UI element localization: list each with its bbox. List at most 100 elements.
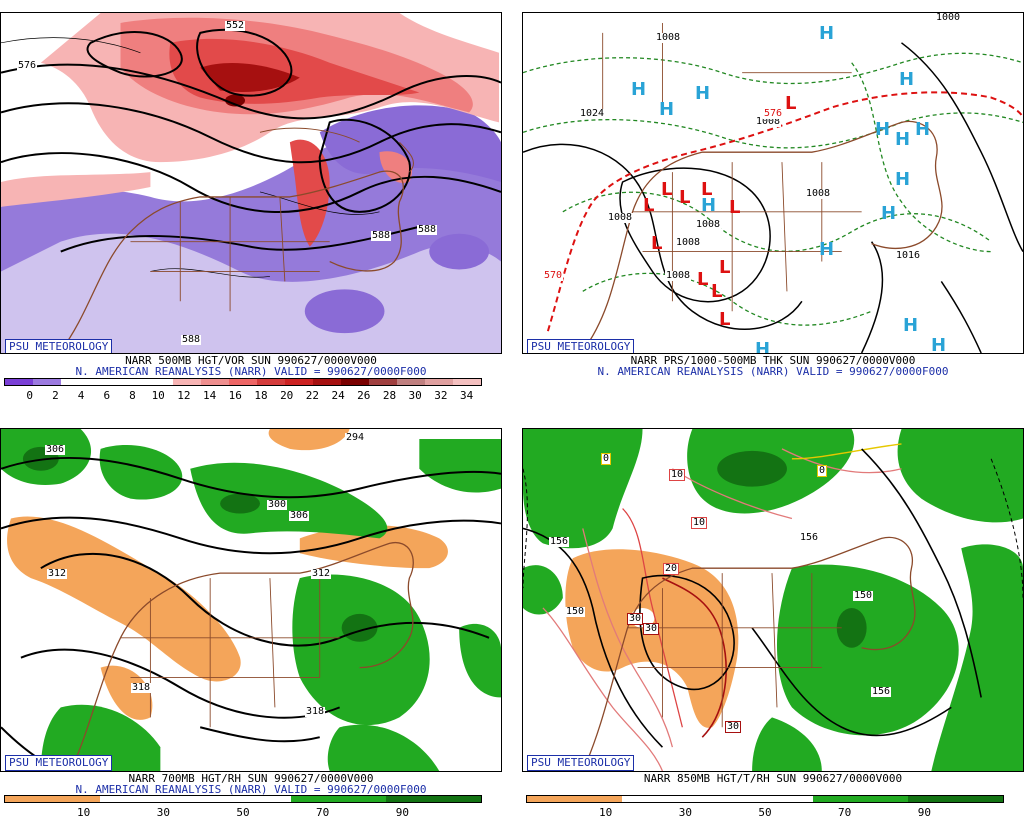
- temp-label-0-a: 0: [601, 453, 612, 465]
- colorbar-tick-label: 34: [459, 389, 474, 402]
- rh-colorbar: [526, 795, 1004, 803]
- map-pressure: 1008 1024 1008 1008 1008 1008 1008 1016 …: [522, 12, 1024, 354]
- high-symbol: H: [701, 195, 717, 216]
- isobar-label-1008-b: 1008: [755, 116, 782, 127]
- colorbar-tick-label: 32: [434, 389, 448, 402]
- high-symbol: H: [931, 335, 947, 354]
- panel-850mb-temp-rh: 156 150 150 156 156 0 0 10 10 20 30 30 3…: [522, 410, 1024, 819]
- low-symbol: L: [679, 187, 691, 208]
- contour-label-552: 552: [225, 20, 246, 31]
- low-symbol: L: [643, 195, 655, 216]
- low-symbol: L: [729, 197, 741, 218]
- temp-label-10-a: 10: [669, 469, 686, 481]
- isobar-label-1024: 1024: [579, 108, 606, 119]
- contour-label-312-b: 312: [311, 568, 332, 579]
- isobar-label-1008-f: 1008: [665, 270, 692, 281]
- low-symbol: L: [651, 233, 663, 254]
- colorbar-tick-label: 26: [357, 389, 371, 402]
- colorbar-tick-label: 30: [156, 806, 170, 819]
- vorticity-colorbar-labels: 0 2 4 6 8 10 12 14 16 18 20 22 24 26 28 30 32 34: [4, 389, 482, 402]
- contour-label-156-b: 156: [871, 686, 892, 697]
- high-symbol: H: [881, 203, 897, 224]
- contour-label-294: 294: [345, 432, 366, 443]
- contour-label-150-b: 150: [853, 590, 874, 601]
- caption-title: NARR PRS/1000-500MB THK SUN 990627/0000V…: [630, 354, 916, 367]
- caption-valid: N. AMERICAN REANALYSIS (NARR) VALID = 99…: [75, 365, 427, 378]
- high-symbol: H: [659, 99, 675, 120]
- pressure-field: [523, 22, 1023, 353]
- contour-label-312-a: 312: [47, 568, 68, 579]
- high-symbol: H: [695, 83, 711, 104]
- rh-colorbar: [4, 795, 482, 803]
- colorbar-tick-label: 0: [26, 389, 33, 402]
- map-850mb: 156 150 150 156 156 0 0 10 10 20 30 30 3…: [522, 428, 1024, 772]
- contour-label-306-b: 306: [289, 510, 310, 521]
- map-500mb: 576 552 588 588 588 PSU METEOROLOGY: [0, 12, 502, 354]
- org-badge: PSU METEOROLOGY: [527, 755, 635, 771]
- colorbar-tick-label: 14: [202, 389, 217, 402]
- colorbar-tick-label: 90: [917, 806, 931, 819]
- temp-label-10-b: 10: [691, 517, 708, 529]
- temp-label-20: 20: [663, 563, 680, 575]
- contour-label-318-b: 318: [305, 706, 326, 717]
- isobar-label-1008-e: 1008: [675, 237, 702, 248]
- rh-colorbar-labels: 10 30 50 70 90: [526, 806, 1004, 819]
- rh-field: [1, 429, 501, 771]
- caption-title: NARR 700MB HGT/RH SUN 990627/0000V000: [128, 772, 374, 785]
- isobar-label-1008-a: 1008: [655, 32, 682, 43]
- high-symbol: H: [631, 79, 647, 100]
- colorbar-tick-label: 16: [228, 389, 242, 402]
- map-700mb: 306 294 300 306 312 312 318 318 PSU METE…: [0, 428, 502, 772]
- temp-label-30-c: 30: [725, 721, 742, 733]
- rh-colorbar-labels: 10 30 50 70 90: [4, 806, 482, 819]
- low-symbol: L: [711, 281, 723, 302]
- caption-valid: N. AMERICAN REANALYSIS (NARR) VALID = 99…: [597, 365, 949, 378]
- contour-label-588-a: 588: [371, 230, 392, 241]
- colorbar-tick-label: 30: [408, 389, 422, 402]
- vorticity-field: [1, 13, 501, 353]
- low-symbol: L: [719, 257, 731, 278]
- colorbar-tick-label: 18: [254, 389, 268, 402]
- colorbar-tick-label: 10: [77, 806, 91, 819]
- colorbar-tick-label: 70: [838, 806, 852, 819]
- colorbar-tick-label: 30: [678, 806, 692, 819]
- vorticity-colorbar: [4, 378, 482, 386]
- panel-700mb-rh: 306 294 300 306 312 312 318 318 PSU METE…: [0, 410, 502, 819]
- colorbar-tick-label: 10: [151, 389, 165, 402]
- colorbar-tick-label: 10: [599, 806, 613, 819]
- temp-label-30-a: 30: [627, 613, 644, 625]
- colorbar-tick-label: 90: [395, 806, 409, 819]
- colorbar-tick-label: 12: [177, 389, 191, 402]
- thickness-label-570: 570: [543, 270, 564, 281]
- low-symbol: L: [697, 269, 709, 290]
- colorbar-tick-label: 6: [103, 389, 111, 402]
- colorbar-tick-label: 8: [129, 389, 136, 402]
- colorbar-tick-label: 28: [382, 389, 397, 402]
- colorbar-tick-label: 20: [280, 389, 294, 402]
- contour-label-150-a: 150: [565, 606, 586, 617]
- high-symbol: H: [755, 339, 771, 354]
- contour-label-300: 300: [267, 499, 288, 510]
- colorbar-tick-label: 22: [305, 389, 319, 402]
- contour-label-588-b: 588: [417, 224, 438, 235]
- high-symbol: H: [899, 69, 915, 90]
- org-badge: PSU METEOROLOGY: [527, 339, 635, 353]
- caption-valid: N. AMERICAN REANALYSIS (NARR) VALID = 99…: [75, 783, 427, 796]
- contour-label-576: 576: [17, 60, 38, 71]
- caption-title: NARR 500MB HGT/VOR SUN 990627/0000V000: [125, 354, 377, 367]
- contour-label-318-a: 318: [131, 682, 152, 693]
- org-badge: PSU METEOROLOGY: [5, 339, 113, 353]
- temp-rh-field: [523, 429, 1023, 771]
- high-symbol: H: [915, 119, 931, 140]
- high-symbol: H: [875, 119, 891, 140]
- caption-title: NARR 850MB HGT/T/RH SUN 990627/0000V000: [643, 772, 903, 785]
- high-symbol: H: [819, 239, 835, 260]
- contour-label-588-c: 588: [181, 334, 202, 345]
- isobar-label-1008-c: 1008: [607, 212, 634, 223]
- colorbar-tick-label: 50: [236, 806, 250, 819]
- contour-label-156-c: 156: [799, 532, 820, 543]
- colorbar-tick-label: 24: [331, 389, 345, 402]
- isobar-label-1000: 1000: [935, 12, 962, 23]
- panel-500mb-vorticity: 576 552 588 588 588 PSU METEOROLOGY NARR…: [0, 0, 502, 409]
- contour-label-306: 306: [45, 444, 66, 455]
